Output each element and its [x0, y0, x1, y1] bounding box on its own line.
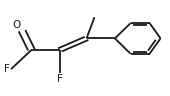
- Text: F: F: [4, 64, 10, 74]
- Text: O: O: [12, 20, 20, 30]
- Text: F: F: [57, 74, 63, 84]
